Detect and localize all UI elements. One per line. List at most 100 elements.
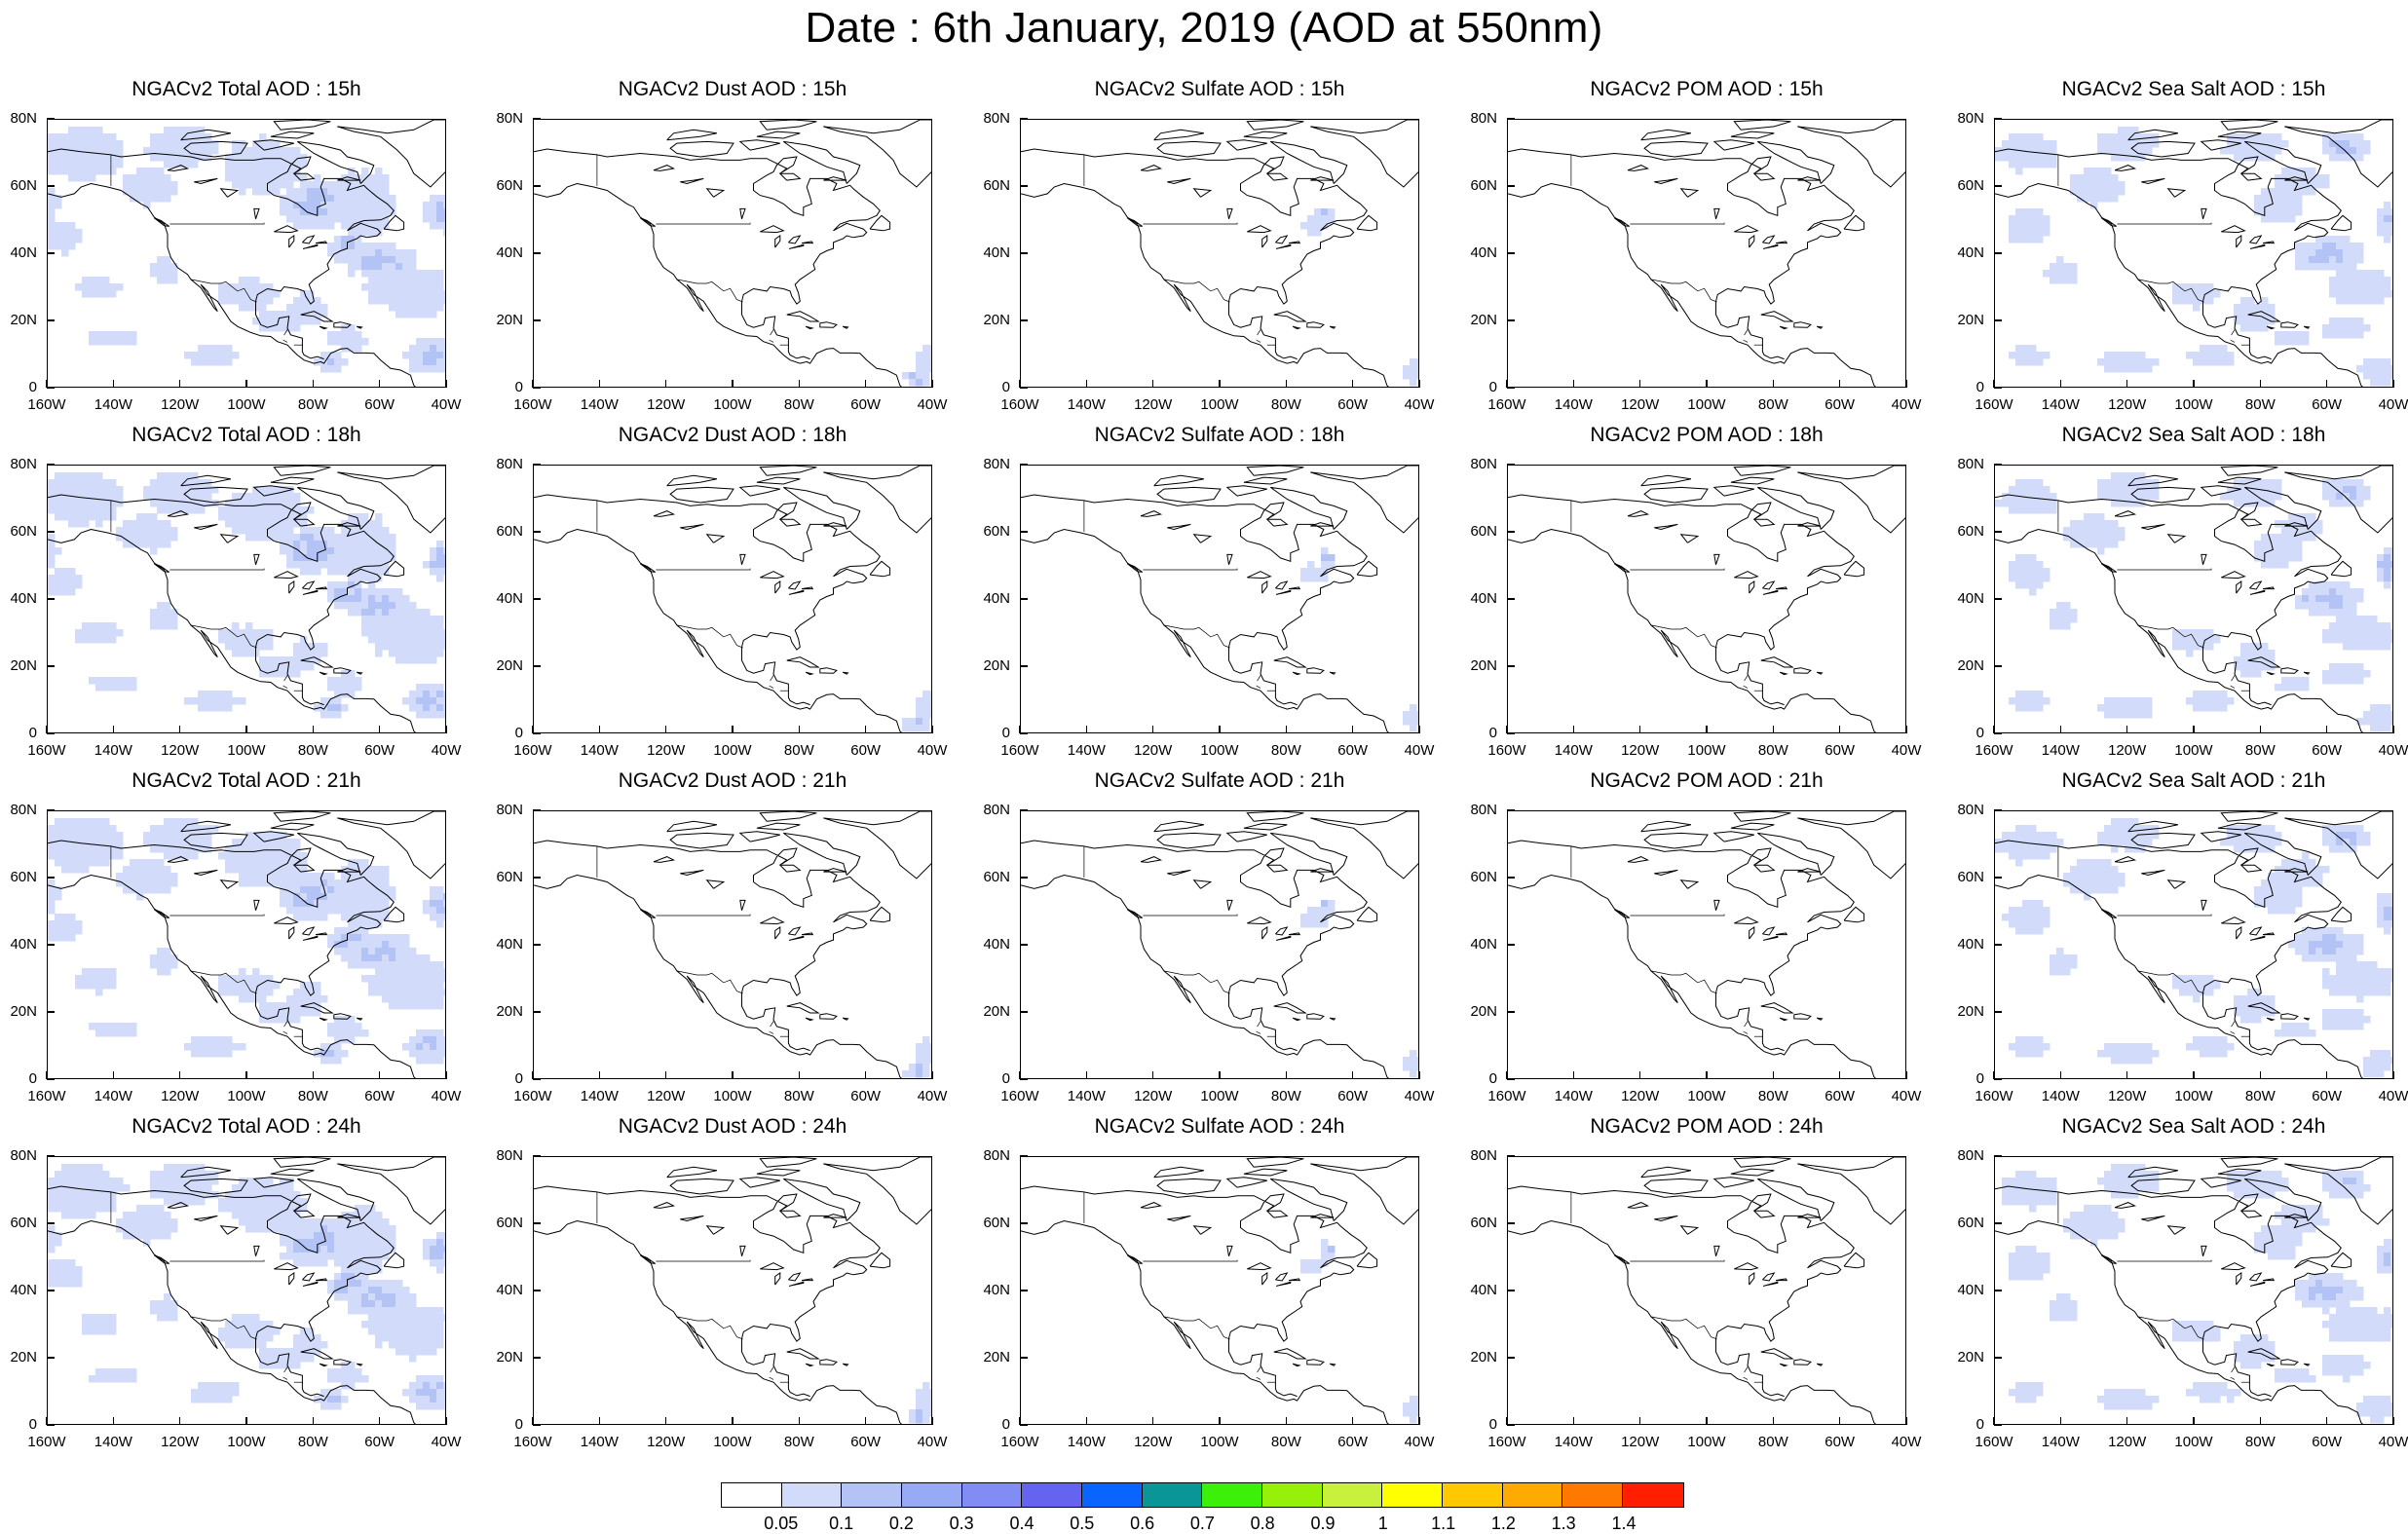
lon-tick-label: 80W	[283, 1434, 342, 1450]
lon-tick-mark	[46, 1071, 48, 1079]
lat-tick-mark	[1020, 1078, 1028, 1080]
lat-tick-mark	[47, 185, 55, 187]
lon-tick-mark	[1506, 380, 1508, 388]
panel-title: NGACv2 Sulfate AOD : 21h	[1020, 769, 1419, 793]
lon-tick-label: 160W	[1965, 1434, 2023, 1450]
lon-tick-mark	[865, 380, 867, 388]
map-frame	[533, 465, 932, 733]
lat-tick-label: 80N	[1945, 110, 1984, 127]
lon-tick-mark	[665, 726, 667, 733]
lon-tick-label: 120W	[151, 396, 209, 413]
lon-tick-label: 40W	[1390, 396, 1449, 413]
lon-tick-mark	[532, 1071, 534, 1079]
map-canvas	[1508, 1157, 1906, 1425]
colorbar-swatch	[1503, 1483, 1563, 1507]
lon-tick-label: 140W	[1057, 396, 1115, 413]
lon-tick-label: 80W	[1744, 1088, 1802, 1104]
aod-field	[1300, 208, 1419, 387]
lat-tick-label: 0	[1945, 725, 1984, 741]
lon-tick-mark	[2260, 1417, 2262, 1425]
lon-tick-mark	[2126, 380, 2128, 388]
lon-tick-label: 140W	[570, 396, 628, 413]
lat-tick-mark	[1020, 1155, 1028, 1157]
lat-tick-label: 0	[484, 1070, 523, 1087]
lon-tick-label: 40W	[2364, 742, 2408, 759]
panel-title: NGACv2 Dust AOD : 21h	[533, 769, 932, 793]
lat-tick-mark	[1994, 877, 2002, 879]
lat-tick-mark	[47, 387, 55, 389]
lat-tick-label: 60N	[1945, 869, 1984, 885]
lon-tick-label: 80W	[2231, 742, 2289, 759]
lat-tick-label: 60N	[1458, 1215, 1497, 1231]
lat-tick-mark	[47, 877, 55, 879]
lon-tick-mark	[1905, 1071, 1907, 1079]
panel-title: NGACv2 Dust AOD : 15h	[533, 78, 932, 101]
lon-tick-mark	[1639, 1417, 1641, 1425]
lon-tick-mark	[2193, 1417, 2195, 1425]
lon-tick-mark	[1773, 1417, 1775, 1425]
lon-tick-mark	[1506, 1417, 1508, 1425]
lat-tick-label: 60N	[1458, 523, 1497, 540]
lon-tick-mark	[1086, 1071, 1088, 1079]
lat-tick-label: 40N	[0, 936, 37, 953]
colorbar-swatch	[902, 1483, 962, 1507]
lon-tick-label: 100W	[1677, 742, 1736, 759]
map-canvas	[1021, 120, 1419, 388]
lon-tick-label: 40W	[903, 742, 961, 759]
lat-tick-mark	[47, 252, 55, 254]
aod-field	[2002, 1164, 2393, 1424]
lon-tick-mark	[2326, 726, 2328, 733]
panel-title: NGACv2 Dust AOD : 18h	[533, 424, 932, 447]
lat-tick-mark	[1994, 809, 2002, 811]
map-frame	[47, 810, 446, 1079]
lon-tick-label: 80W	[1744, 396, 1802, 413]
aod-field	[1995, 127, 2393, 387]
lon-tick-label: 40W	[2364, 1088, 2408, 1104]
lon-tick-mark	[445, 1417, 447, 1425]
lat-tick-label: 20N	[1458, 1349, 1497, 1366]
lon-tick-mark	[1219, 1417, 1221, 1425]
lon-tick-label: 100W	[1190, 396, 1249, 413]
lon-tick-mark	[1019, 1417, 1021, 1425]
lon-tick-label: 100W	[2164, 1088, 2223, 1104]
lat-tick-mark	[47, 1424, 55, 1426]
lat-tick-label: 0	[484, 725, 523, 741]
lon-tick-mark	[1219, 726, 1221, 733]
lat-tick-mark	[533, 1222, 541, 1224]
lat-tick-mark	[1020, 531, 1028, 533]
aod-field	[1995, 818, 2393, 1078]
lon-tick-label: 140W	[1544, 396, 1602, 413]
lat-tick-mark	[1507, 319, 1515, 321]
lat-tick-mark	[1994, 1290, 2002, 1291]
map-frame	[1020, 465, 1419, 733]
lon-tick-mark	[379, 1417, 381, 1425]
coastlines	[1508, 1157, 1906, 1425]
lon-tick-mark	[2193, 380, 2195, 388]
lon-tick-mark	[1219, 1071, 1221, 1079]
lon-tick-label: 60W	[351, 1434, 409, 1450]
lat-tick-mark	[1020, 665, 1028, 667]
lon-tick-label: 120W	[1124, 1088, 1183, 1104]
lat-tick-mark	[1020, 1290, 1028, 1291]
lat-tick-label: 80N	[0, 1147, 37, 1164]
lon-tick-mark	[1639, 726, 1641, 733]
map-frame	[1994, 119, 2393, 388]
lat-tick-mark	[533, 598, 541, 600]
lat-tick-label: 0	[971, 1070, 1010, 1087]
lat-tick-label: 0	[971, 1416, 1010, 1433]
lon-tick-label: 60W	[1324, 396, 1382, 413]
lat-tick-label: 0	[1945, 1070, 1984, 1087]
lon-tick-mark	[46, 726, 48, 733]
lat-tick-mark	[533, 1078, 541, 1080]
lat-tick-mark	[47, 1078, 55, 1080]
lon-tick-mark	[113, 380, 115, 388]
lon-tick-mark	[799, 1417, 801, 1425]
lat-tick-mark	[533, 1357, 541, 1359]
coastlines	[1021, 120, 1419, 388]
lon-tick-label: 160W	[1478, 1088, 1536, 1104]
lon-tick-mark	[2392, 726, 2394, 733]
